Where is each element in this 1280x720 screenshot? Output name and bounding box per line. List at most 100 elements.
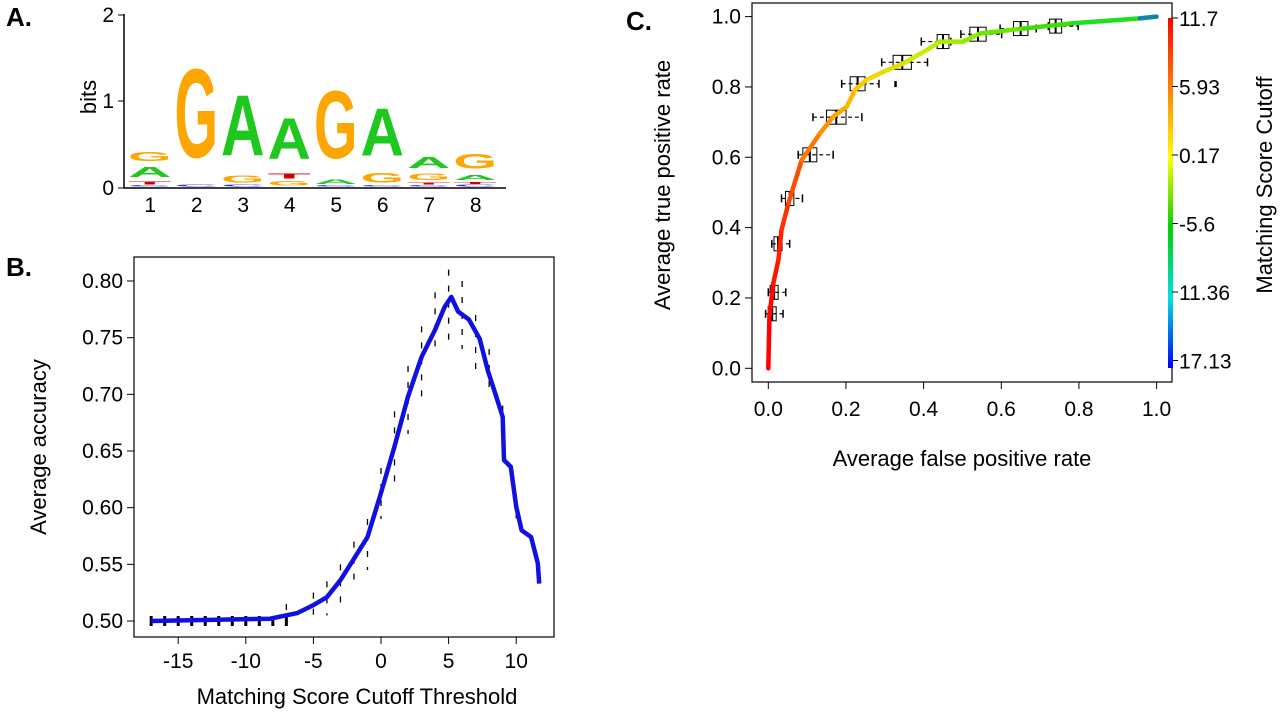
colorbar-title: Matching Score Cutoff (1252, 75, 1277, 293)
panel-b-ytick-label: 0.65 (82, 440, 123, 463)
panel-c-ytick-label: 0.8 (712, 76, 741, 99)
panel-c-label: C. (626, 6, 652, 36)
panel-c-xtick-label: 0.8 (1064, 398, 1093, 421)
panel-c-xtick-label: 0.4 (909, 398, 939, 421)
panel-c-ytick-label: 0.2 (712, 287, 741, 310)
logo-letter-g: G (407, 172, 450, 182)
logo-letter-c: C (314, 185, 357, 187)
panel-a-xtick: 7 (423, 194, 435, 217)
panel-c-xtick-label: 0.6 (987, 398, 1016, 421)
logo-letter-g: G (361, 170, 404, 186)
boxplot-outlier (894, 81, 897, 88)
roc-segment (880, 61, 906, 75)
colorbar-tick-label: -5.6 (1179, 214, 1215, 237)
panel-b-plot-frame (133, 256, 555, 638)
logo-letter-t: T (128, 180, 172, 185)
roc-segment (1021, 21, 1076, 31)
panel-a-xtick: 4 (284, 194, 296, 217)
roc-segment (786, 157, 804, 206)
logo-letter-a: A (361, 94, 404, 170)
logo-letter-g: G (314, 71, 357, 179)
logo-letter-a: A (221, 77, 264, 173)
logo-letter-t: T (268, 172, 311, 181)
logo-letter-c: C (361, 185, 404, 187)
logo-letter-g: G (128, 149, 171, 164)
panel-a-xtick: 2 (191, 194, 203, 217)
panel-c-xtick-label: 0.2 (831, 398, 860, 421)
roc-segment (1070, 16, 1143, 26)
panel-a-label: A. (6, 2, 32, 32)
colorbar (1168, 18, 1173, 368)
roc-segment (817, 114, 836, 136)
panel-b-xtick-label: 10 (505, 650, 528, 673)
logo-letter-g: G (454, 149, 497, 173)
accuracy-line (151, 294, 542, 624)
roc-segment (977, 26, 1026, 36)
panel-b-ytick-label: 0.75 (82, 327, 123, 350)
roc-segment (767, 280, 776, 318)
error-bar (271, 616, 275, 626)
panel-c-ytick-label: 0.4 (712, 217, 742, 240)
logo-letter-a: A (128, 164, 171, 181)
panel-b-axes: -15 -10 -5 0 5 10 0.50 0.55 0.60 0.65 0.70 0.75 0.80 (82, 270, 528, 673)
panel-c-ytick-label: 1.0 (712, 6, 741, 29)
roc-segment (864, 69, 886, 83)
panel-a-xtick: 1 (144, 194, 156, 217)
panel-a-ytick: 2 (102, 4, 114, 27)
panel-a-xtick: 3 (237, 194, 249, 217)
panel-b-ytick-label: 0.60 (82, 497, 123, 520)
colorbar-tick-label: 17.13 (1179, 351, 1232, 374)
logo-letter-c: C (128, 185, 171, 187)
panel-b-xtick-label: -5 (304, 650, 323, 673)
panel-b-ytick-label: 0.55 (82, 553, 123, 576)
roc-curve (766, 14, 1159, 371)
panel-b-xtick-label: -15 (163, 650, 193, 673)
roc-segment (960, 31, 983, 44)
panel-a-ylabel: bits (76, 80, 101, 114)
colorbar-tick-label: 11.36 (1179, 282, 1230, 305)
panel-b-xlabel: Matching Score Cutoff Threshold (197, 684, 518, 709)
roc-segment (830, 104, 849, 120)
logo-letter-c: C (221, 184, 264, 187)
panel-b-xtick-label: -10 (231, 650, 261, 673)
roc-segment (852, 77, 869, 93)
roc-segment (779, 200, 791, 233)
panel-c-axes: 0.0 0.2 0.4 0.6 0.8 1.0 0.0 0.2 0.4 0.6 0.8 1.0 (712, 6, 1171, 421)
logo-letter-t: T (454, 182, 498, 185)
colorbar-tick-label: 0.17 (1179, 145, 1220, 168)
roc-segment (766, 313, 772, 371)
error-bar (149, 616, 153, 626)
panel-a-ytick: 0 (102, 177, 114, 200)
panel-c-xtick-label: 0.0 (754, 398, 783, 421)
logo-letter-t: T (407, 182, 451, 185)
panel-b-ytick-label: 0.70 (82, 383, 123, 406)
panel-c-xtick-label: 1.0 (1142, 398, 1171, 421)
panel-b: B. -15 -10 -5 0 5 10 0.50 0.55 0.60 0.65 0.70 0.75 0… (6, 252, 555, 709)
error-bar (284, 616, 288, 626)
roc-segment (844, 87, 858, 109)
roc-segment (771, 257, 781, 286)
panel-b-ylabel: Average accuracy (26, 359, 51, 535)
panel-a-xtick: 5 (330, 194, 342, 217)
panel-b-error-bars (149, 269, 517, 626)
roc-segment (1137, 14, 1159, 21)
roc-segment (924, 39, 943, 53)
panel-b-ytick-label: 0.50 (82, 610, 123, 633)
logo-letter-c: C (454, 184, 497, 187)
logo-letter-c: C (175, 184, 218, 187)
logo-letter-g: G (221, 173, 264, 184)
logo-letter-c: C (407, 185, 450, 187)
panel-c: C. 0.0 0.2 0.4 0.6 0.8 1.00.00.20.40.60.81.0 … (626, 2, 1277, 471)
panel-c-ylabel: Average true positive rate (650, 60, 675, 310)
panel-c-plot-frame (751, 2, 1173, 383)
logo-letter-a: A (407, 154, 450, 171)
panel-c-ytick-label: 0.6 (712, 146, 741, 169)
panel-b-xtick-label: 5 (443, 650, 455, 673)
logo-letter-a: A (314, 178, 357, 185)
panel-c-ytick-label: 0.0 (712, 357, 741, 380)
logo-letter-g: G (268, 180, 311, 187)
panel-a-xtick: 8 (470, 194, 482, 217)
colorbar-ticks: 11.7 5.93 0.17 -5.6 11.36 17.13 (1172, 8, 1232, 374)
